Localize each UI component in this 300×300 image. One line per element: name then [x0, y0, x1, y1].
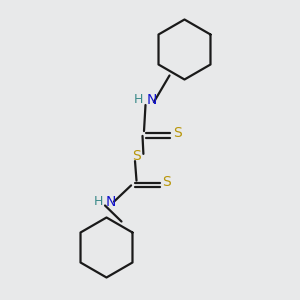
Text: S: S: [132, 149, 141, 163]
Text: S: S: [172, 126, 182, 140]
Text: H: H: [93, 195, 103, 208]
Text: S: S: [162, 175, 171, 189]
Text: N: N: [105, 196, 116, 209]
Text: H: H: [134, 93, 144, 106]
Text: N: N: [146, 94, 157, 107]
